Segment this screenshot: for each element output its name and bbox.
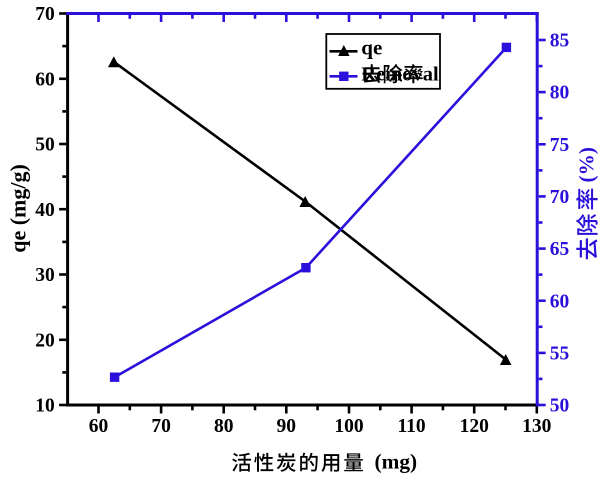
svg-text:130: 130 bbox=[522, 416, 551, 437]
svg-text:qe (mg/g): qe (mg/g) bbox=[6, 164, 31, 253]
svg-text:60: 60 bbox=[550, 291, 570, 312]
svg-text:60: 60 bbox=[89, 416, 109, 437]
svg-text:(%): (%) bbox=[575, 147, 599, 182]
svg-text:65: 65 bbox=[550, 239, 570, 260]
svg-text:55: 55 bbox=[550, 344, 570, 365]
svg-text:qe: qe bbox=[361, 36, 382, 60]
svg-text:90: 90 bbox=[277, 416, 297, 437]
svg-text:85: 85 bbox=[550, 31, 570, 52]
svg-text:120: 120 bbox=[460, 416, 489, 437]
svg-text:100: 100 bbox=[334, 416, 363, 437]
svg-text:50: 50 bbox=[35, 135, 55, 156]
svg-text:70: 70 bbox=[550, 187, 570, 208]
svg-text:10: 10 bbox=[35, 396, 55, 417]
svg-text:20: 20 bbox=[35, 330, 55, 351]
svg-text:80: 80 bbox=[214, 416, 234, 437]
svg-text:40: 40 bbox=[35, 200, 55, 221]
svg-text:50: 50 bbox=[550, 396, 570, 417]
svg-text:110: 110 bbox=[398, 416, 426, 437]
svg-text:30: 30 bbox=[35, 265, 55, 286]
svg-text:60: 60 bbox=[35, 69, 55, 90]
svg-text:(mg): (mg) bbox=[375, 450, 418, 474]
svg-text:70: 70 bbox=[35, 4, 55, 25]
svg-text:75: 75 bbox=[550, 135, 570, 156]
svg-text:80: 80 bbox=[550, 83, 570, 104]
svg-text:70: 70 bbox=[151, 416, 171, 437]
